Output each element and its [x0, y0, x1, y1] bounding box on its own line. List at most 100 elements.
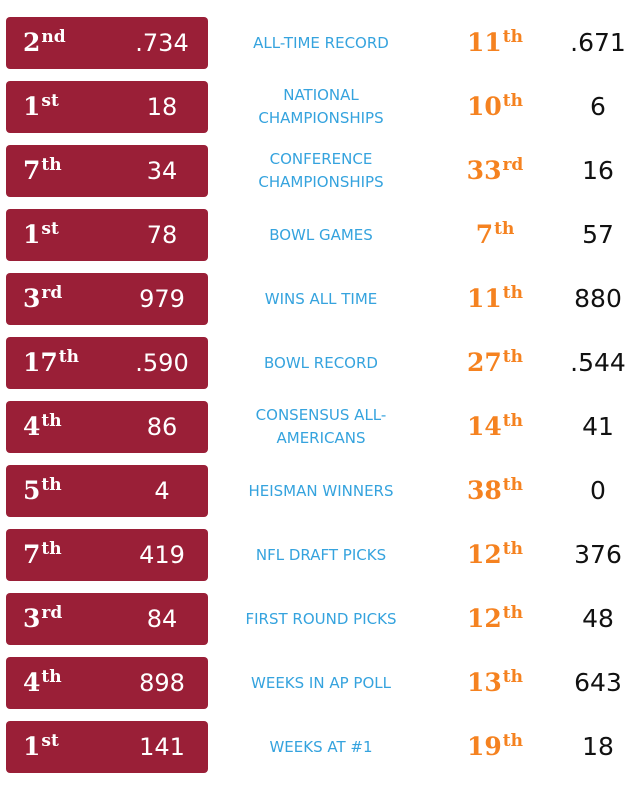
stat-label: ALL-TIME RECORD	[253, 33, 389, 52]
left-rank-suffix: th	[41, 155, 62, 175]
left-stat-pill	[6, 465, 208, 517]
stat-label: CONFERENCE CHAMPIONSHIPS	[258, 150, 384, 191]
left-value: 34	[146, 157, 178, 185]
right-value: 16	[582, 156, 614, 185]
right-value: 643	[574, 668, 622, 697]
right-rank-suffix: th	[502, 347, 523, 367]
left-rank: 4th	[23, 667, 62, 697]
stat-row-nfl-draft-picks: 7th 419 NFL DRAFT PICKS 12th 376	[0, 529, 643, 581]
left-value: 18	[146, 93, 178, 121]
left-stat-pill	[6, 721, 208, 773]
left-rank: 1st	[23, 219, 59, 249]
stat-row-consensus-all-americans: 4th 86 CONSENSUS ALL-AMERICANS 14th 41	[0, 401, 643, 453]
stat-row-bowl-games: 1st 78 BOWL GAMES 7th 57	[0, 209, 643, 261]
left-stat-pill	[6, 209, 208, 261]
left-rank-suffix: th	[41, 539, 62, 559]
left-rank-suffix: st	[41, 219, 59, 239]
right-rank: 7th	[475, 219, 515, 249]
left-rank: 5th	[23, 475, 62, 505]
right-rank: 33rd	[466, 155, 524, 185]
left-rank-suffix: th	[58, 347, 80, 367]
left-rank-suffix: rd	[41, 603, 63, 623]
left-value: 86	[146, 413, 178, 441]
right-rank: 38th	[466, 475, 523, 505]
left-rank: 3rd	[23, 283, 63, 313]
right-value: 376	[574, 540, 622, 569]
left-stat-pill	[6, 337, 208, 389]
left-rank-suffix: st	[41, 731, 59, 751]
right-rank: 19th	[466, 731, 523, 761]
right-value: 41	[582, 412, 614, 441]
right-rank: 12th	[466, 603, 523, 633]
stat-label: WINS ALL TIME	[264, 289, 378, 308]
left-stat-pill	[6, 401, 208, 453]
stat-label: WEEKS AT #1	[269, 737, 373, 756]
left-rank-suffix: nd	[41, 27, 66, 47]
left-rank-suffix: th	[41, 411, 62, 431]
left-rank: 1st	[23, 91, 59, 121]
right-rank-suffix: th	[502, 27, 523, 47]
stat-row-heisman-winners: 5th 4 HEISMAN WINNERS 38th 0	[0, 465, 643, 517]
right-value: 880	[574, 284, 622, 313]
right-value: 48	[582, 604, 614, 633]
left-stat-pill	[6, 17, 208, 69]
right-rank-suffix: th	[502, 731, 523, 751]
left-rank-suffix: st	[41, 91, 59, 111]
right-value: 6	[590, 92, 606, 121]
right-rank: 27th	[466, 347, 523, 377]
left-value: 979	[139, 285, 185, 313]
left-stat-pill	[6, 273, 208, 325]
stat-row-first-round-picks: 3rd 84 FIRST ROUND PICKS 12th 48	[0, 593, 643, 645]
right-rank: 12th	[466, 539, 523, 569]
right-rank-suffix: th	[502, 91, 523, 111]
left-rank: 7th	[23, 155, 62, 185]
left-stat-pill	[6, 81, 208, 133]
right-rank-suffix: rd	[502, 155, 524, 175]
right-rank-suffix: th	[502, 475, 523, 495]
left-rank: 7th	[23, 539, 62, 569]
right-value: .544	[570, 348, 626, 377]
right-rank: 11th	[466, 283, 523, 313]
left-rank: 17th	[23, 347, 80, 377]
left-value: 898	[139, 669, 185, 697]
left-rank: 2nd	[23, 27, 66, 57]
left-rank: 4th	[23, 411, 62, 441]
stat-label: BOWL RECORD	[264, 353, 378, 372]
right-value: 0	[590, 476, 606, 505]
right-rank: 11th	[466, 27, 523, 57]
left-stat-pill	[6, 657, 208, 709]
right-rank-suffix: th	[502, 603, 523, 623]
stat-row-wins-all-time: 3rd 979 WINS ALL TIME 11th 880	[0, 273, 643, 325]
stat-row-national-championships: 1st 18 NATIONAL CHAMPIONSHIPS 10th 6	[0, 81, 643, 133]
left-value: 84	[146, 605, 178, 633]
stat-label: FIRST ROUND PICKS	[245, 609, 397, 628]
left-value: 78	[146, 221, 178, 249]
right-value: .671	[570, 28, 626, 57]
stat-label: NATIONAL CHAMPIONSHIPS	[258, 86, 384, 127]
left-value: 141	[139, 733, 185, 761]
left-rank-suffix: th	[41, 667, 62, 687]
stat-row-all-time-record: 2nd .734 ALL-TIME RECORD 11th .671	[0, 17, 643, 69]
comparison-table: 2nd .734 ALL-TIME RECORD 11th .671 1st 1…	[0, 17, 643, 785]
left-value: 4	[154, 477, 170, 505]
right-rank-suffix: th	[502, 411, 523, 431]
right-rank: 13th	[466, 667, 523, 697]
right-rank-suffix: th	[502, 283, 523, 303]
left-value: .734	[135, 29, 189, 57]
left-value: .590	[135, 349, 189, 377]
stat-label: NFL DRAFT PICKS	[255, 545, 387, 564]
left-value: 419	[139, 541, 185, 569]
left-rank-suffix: rd	[41, 283, 63, 303]
stat-label: WEEKS IN AP POLL	[251, 673, 391, 692]
right-rank-suffix: th	[502, 539, 523, 559]
stat-row-weeks-in-ap-poll: 4th 898 WEEKS IN AP POLL 13th 643	[0, 657, 643, 709]
right-value: 18	[582, 732, 614, 761]
left-rank: 1st	[23, 731, 59, 761]
right-rank-suffix: th	[494, 219, 515, 239]
left-stat-pill	[6, 593, 208, 645]
stat-row-bowl-record: 17th .590 BOWL RECORD 27th .544	[0, 337, 643, 389]
right-value: 57	[582, 220, 614, 249]
left-rank-suffix: th	[41, 475, 62, 495]
stat-label: CONSENSUS ALL-AMERICANS	[255, 406, 387, 447]
right-rank-suffix: th	[502, 667, 523, 687]
